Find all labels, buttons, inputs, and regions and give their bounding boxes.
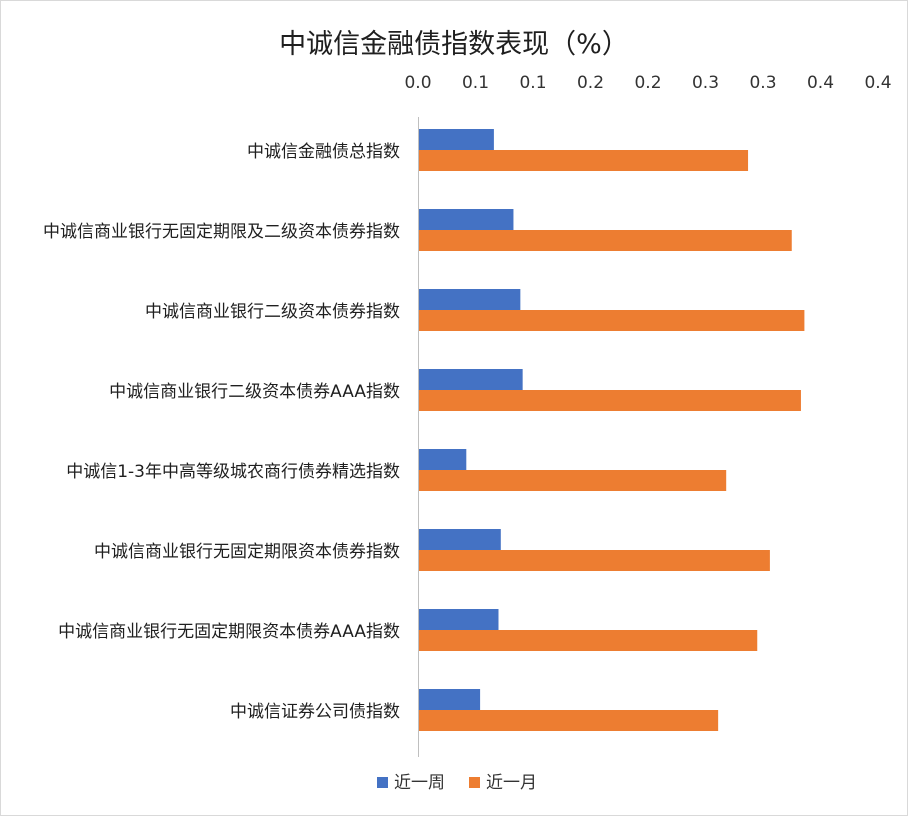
bar-series-2 (418, 630, 758, 651)
bar-series-1 (418, 609, 499, 630)
x-tick-label: 0.0 (404, 73, 431, 93)
x-tick-label: 0.1 (462, 73, 489, 93)
bar-series-2 (418, 310, 805, 331)
bar-series-2 (418, 550, 770, 571)
x-tick-label: 0.4 (807, 73, 834, 93)
category-label: 中诚信证券公司债指数 (230, 702, 400, 722)
x-tick-label: 0.3 (692, 73, 719, 93)
bar-series-2 (418, 470, 727, 491)
legend-label: 近一周 (394, 773, 445, 793)
bars (418, 129, 805, 731)
bar-series-1 (418, 449, 467, 470)
bar-series-1 (418, 209, 514, 230)
x-tick-label: 0.3 (749, 73, 776, 93)
legend: 近一周 近一月 (377, 773, 537, 793)
category-label: 中诚信金融债总指数 (247, 142, 400, 162)
category-label: 中诚信商业银行无固定期限资本债券指数 (94, 542, 400, 562)
category-label: 中诚信商业银行二级资本债券AAA指数 (109, 382, 400, 402)
bar-series-1 (418, 289, 521, 310)
category-label: 中诚信商业银行二级资本债券指数 (145, 302, 400, 322)
legend-swatch (469, 777, 480, 788)
category-label: 中诚信商业银行无固定期限及二级资本债券指数 (43, 222, 400, 242)
category-labels: 中诚信金融债总指数中诚信商业银行无固定期限及二级资本债券指数中诚信商业银行二级资… (43, 142, 400, 722)
bar-series-2 (418, 390, 801, 411)
x-tick-label: 0.4 (864, 73, 891, 93)
legend-swatch (377, 777, 388, 788)
x-tick-label: 0.2 (577, 73, 604, 93)
bar-series-2 (418, 710, 719, 731)
x-tick-label: 0.1 (519, 73, 546, 93)
category-label: 中诚信1-3年中高等级城农商行债券精选指数 (66, 462, 400, 482)
category-label: 中诚信商业银行无固定期限资本债券AAA指数 (58, 622, 400, 642)
bar-series-2 (418, 150, 749, 171)
x-tick-label: 0.2 (634, 73, 661, 93)
bar-series-1 (418, 529, 501, 550)
legend-label: 近一月 (486, 773, 537, 793)
bar-series-2 (418, 230, 792, 251)
x-axis-ticks: 0.0 0.1 0.1 0.2 0.2 0.3 0.3 0.4 0.4 (404, 73, 891, 93)
bar-series-1 (418, 689, 481, 710)
bar-series-1 (418, 129, 494, 150)
bar-series-1 (418, 369, 523, 390)
chart-title: 中诚信金融债指数表现（%） (279, 29, 629, 60)
